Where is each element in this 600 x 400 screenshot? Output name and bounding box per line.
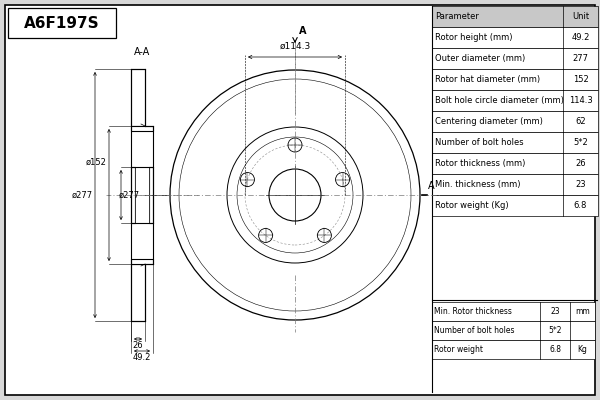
Bar	[131, 126, 153, 131]
Text: 114.3: 114.3	[569, 96, 592, 105]
Bar	[432, 174, 598, 195]
Bar	[432, 69, 598, 90]
Text: 26: 26	[575, 159, 586, 168]
Text: 5*2: 5*2	[548, 326, 562, 335]
Text: A: A	[428, 181, 434, 191]
Text: Min. thickness (mm): Min. thickness (mm)	[435, 180, 521, 189]
Bar	[432, 132, 598, 153]
Text: 49.2: 49.2	[133, 353, 151, 362]
Bar	[432, 321, 595, 340]
Text: Rotor weight: Rotor weight	[434, 345, 483, 354]
Bar	[131, 264, 145, 321]
Text: A: A	[299, 26, 307, 36]
Text: 23: 23	[550, 307, 560, 316]
Bar	[131, 259, 153, 264]
Text: 6.8: 6.8	[549, 345, 561, 354]
Text: Parameter: Parameter	[435, 12, 479, 21]
Bar	[432, 195, 598, 216]
Bar	[131, 264, 145, 321]
Text: mm: mm	[575, 307, 590, 316]
Bar	[131, 259, 153, 264]
Bar	[432, 6, 598, 27]
Text: 277: 277	[572, 54, 589, 63]
Bar	[131, 69, 145, 126]
Text: 5*2: 5*2	[573, 138, 588, 147]
Text: A6F197S: A6F197S	[24, 16, 100, 30]
Text: Min. Rotor thickness: Min. Rotor thickness	[434, 307, 512, 316]
Text: Rotor height (mm): Rotor height (mm)	[435, 33, 512, 42]
Bar	[131, 167, 135, 223]
Text: 26: 26	[133, 341, 143, 350]
Text: Rotor thickness (mm): Rotor thickness (mm)	[435, 159, 526, 168]
Text: 49.2: 49.2	[571, 33, 590, 42]
Bar	[432, 27, 598, 48]
Bar	[131, 167, 135, 223]
Text: 152: 152	[572, 75, 589, 84]
Text: Number of bolt holes: Number of bolt holes	[434, 326, 515, 335]
Text: Bolt hole circle diameter (mm): Bolt hole circle diameter (mm)	[435, 96, 564, 105]
Text: Centering diameter (mm): Centering diameter (mm)	[435, 117, 543, 126]
Text: 6.8: 6.8	[574, 201, 587, 210]
Text: Rotor hat diameter (mm): Rotor hat diameter (mm)	[435, 75, 540, 84]
Text: ø277: ø277	[72, 190, 93, 200]
Bar	[8, 8, 116, 38]
Bar	[131, 126, 153, 131]
Bar	[432, 48, 598, 69]
Text: Number of bolt holes: Number of bolt holes	[435, 138, 524, 147]
Text: Kg: Kg	[578, 345, 587, 354]
Bar	[432, 90, 598, 111]
Bar	[432, 111, 598, 132]
Bar	[149, 167, 153, 223]
Bar	[131, 69, 145, 126]
Text: ø277: ø277	[119, 190, 140, 200]
Text: ø152: ø152	[86, 158, 107, 166]
Text: ø114.3: ø114.3	[280, 42, 311, 51]
Text: A-A: A-A	[134, 47, 150, 57]
Bar	[432, 302, 595, 321]
Text: Unit: Unit	[572, 12, 589, 21]
Text: Outer diameter (mm): Outer diameter (mm)	[435, 54, 525, 63]
Bar	[432, 340, 595, 359]
Bar	[135, 167, 149, 223]
Text: 23: 23	[575, 180, 586, 189]
Bar	[432, 153, 598, 174]
Text: 62: 62	[575, 117, 586, 126]
Bar	[149, 167, 153, 223]
Text: Rotor weight (Kg): Rotor weight (Kg)	[435, 201, 509, 210]
